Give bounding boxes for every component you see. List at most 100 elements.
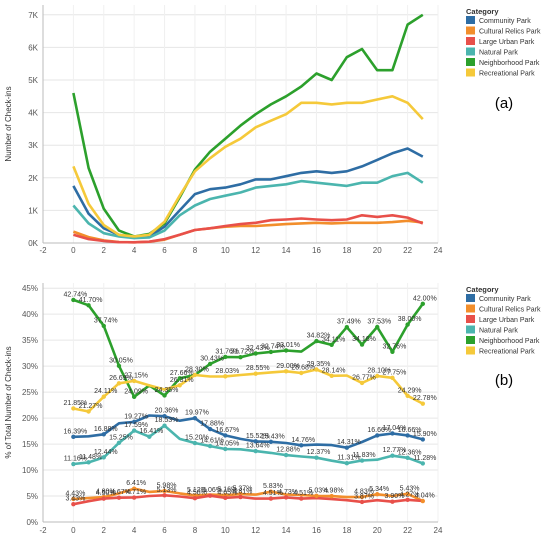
data-point-neighborhood-park: [207, 361, 213, 367]
y-tick-label: 4K: [28, 109, 38, 118]
data-label: 17.88%: [200, 421, 224, 428]
data-point-natural-park: [390, 453, 395, 458]
series-line-large-urban-park: [73, 214, 424, 244]
x-tick-label: 10: [221, 526, 230, 535]
data-point-neighborhood-park: [116, 363, 122, 369]
data-label: 14.76%: [291, 437, 315, 444]
x-tick-label: 18: [342, 526, 351, 535]
data-label: 12.37%: [307, 449, 331, 456]
y-tick-label: 6K: [28, 43, 38, 52]
legend-entry-recreational-park: Recreational Park: [479, 349, 535, 356]
data-label: 16.41%: [139, 428, 163, 435]
x-tick-label: 12: [251, 246, 260, 255]
legend-panel-a: Category Community Park Cultural Relics Pa…: [466, 7, 541, 78]
data-label: 5.37%: [233, 486, 253, 493]
y-tick-label: 5K: [28, 76, 38, 85]
data-label: 4.65%: [217, 489, 237, 496]
data-point-neighborhood-park: [131, 394, 137, 400]
data-label: 14.31%: [337, 439, 361, 446]
data-label: 21.85%: [64, 400, 88, 407]
data-label: 15.20%: [185, 435, 209, 442]
data-label: 32.76%: [383, 343, 407, 350]
data-label: 4.71%: [126, 489, 146, 496]
data-label: 37.49%: [337, 319, 361, 326]
data-label: 24.29%: [398, 387, 422, 394]
data-label: 5.13%: [157, 487, 177, 494]
data-label: 5.06%: [202, 487, 222, 494]
data-point-community-park: [162, 414, 167, 419]
data-label: 28.10%: [367, 368, 391, 375]
series-line-large-urban-park: [73, 493, 423, 506]
y-tick-label: 10%: [22, 466, 38, 475]
data-point-natural-park: [405, 455, 410, 460]
x-tick-label: 14: [282, 526, 291, 535]
data-point-community-park: [390, 431, 395, 436]
data-label: 5.03%: [309, 487, 329, 494]
data-label: 19.97%: [185, 410, 209, 417]
legend-panel-b: Category Community Park Cultural Relics Pa…: [466, 285, 541, 356]
data-point-recreational-park: [177, 383, 182, 388]
data-label: 33.01%: [276, 342, 300, 349]
y-tick-label: 40%: [22, 310, 38, 319]
legend-entry-neighborhood-park: Neighborhood Park: [479, 60, 540, 67]
x-tick-label: 6: [162, 246, 167, 255]
panel-label: (b): [495, 372, 513, 389]
data-point-large-urban-park: [283, 495, 289, 500]
data-point-recreational-park: [359, 380, 365, 386]
data-label: 4.43%: [65, 490, 85, 497]
data-point-large-urban-park: [101, 496, 106, 501]
data-label: 26.69%: [109, 375, 133, 382]
x-tick-label: 16: [312, 246, 321, 255]
data-label: 19.27%: [124, 413, 148, 420]
data-point-neighborhood-park: [253, 351, 258, 356]
data-point-natural-park: [344, 461, 350, 466]
legend-entry-cultural-relics-park: Cultural Relics Park: [479, 307, 541, 314]
data-point-large-urban-park: [162, 493, 167, 498]
data-point-community-park: [131, 419, 137, 425]
data-label: 4.73%: [278, 489, 298, 496]
data-point-cultural-relics-park: [375, 492, 380, 497]
legend-swatch-neighborhood-park: [466, 336, 475, 344]
data-label: 3.87%: [354, 493, 374, 500]
legend-swatch-natural-park: [466, 325, 475, 334]
data-label: 5.98%: [157, 482, 177, 489]
legend-swatch-cultural-relics-park: [466, 304, 475, 313]
data-point-recreational-park: [314, 367, 319, 372]
data-label: 4.98%: [324, 488, 344, 495]
panel-label: (a): [495, 95, 513, 112]
data-point-neighborhood-park: [162, 393, 167, 398]
data-label: 24.35%: [155, 387, 179, 394]
data-label: 30.43%: [200, 355, 224, 362]
data-label: 41.70%: [79, 297, 103, 304]
legend-swatch-neighborhood-park: [466, 58, 475, 66]
data-label: 16.39%: [64, 428, 88, 435]
data-label: 37.74%: [94, 317, 118, 324]
data-point-large-urban-park: [192, 496, 198, 501]
data-label: 4.51%: [263, 490, 283, 497]
series-line-natural-park: [72, 171, 424, 240]
y-axis-label: % of Total Number of Check-ins: [4, 346, 13, 458]
data-label: 42.00%: [413, 295, 437, 302]
data-point-natural-park: [71, 461, 76, 467]
y-tick-label: 5%: [26, 492, 38, 501]
data-point-recreational-park: [405, 393, 410, 398]
y-tick-label: 20%: [22, 414, 38, 423]
series-line-recreational-park: [72, 95, 424, 238]
data-point-community-park: [268, 439, 274, 445]
data-point-community-park: [71, 434, 76, 440]
data-point-large-urban-park: [223, 495, 228, 501]
data-point-neighborhood-park: [314, 338, 319, 344]
data-point-large-urban-park: [405, 497, 410, 503]
data-point-large-urban-park: [131, 495, 137, 500]
data-point-community-park: [192, 416, 198, 421]
data-label: 15.43%: [261, 433, 285, 440]
data-point-neighborhood-park: [238, 354, 243, 360]
data-point-recreational-park: [131, 378, 137, 384]
data-label: 28.55%: [246, 365, 270, 372]
y-axis-label: Number of Check-ins: [4, 86, 13, 161]
y-tick-label: 30%: [22, 362, 38, 371]
data-point-recreational-park: [420, 401, 426, 406]
data-point-neighborhood-park: [71, 297, 76, 303]
data-point-natural-park: [253, 448, 258, 454]
